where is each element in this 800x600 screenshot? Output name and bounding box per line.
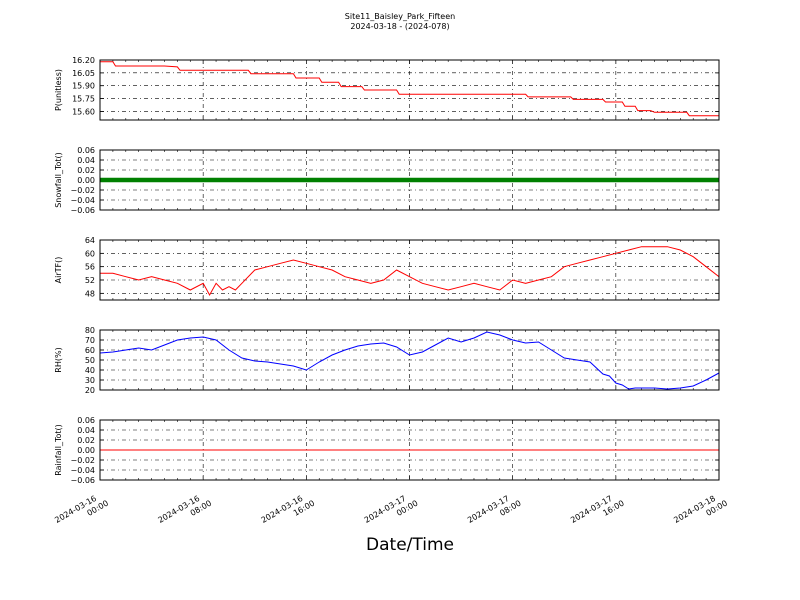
panel-2: 0.060.040.020.00−0.02−0.04−0.06 Snowfall_… (54, 146, 720, 215)
data-series-line (100, 61, 719, 117)
y-tick-label: 20 (85, 386, 95, 395)
y-tick-label: 56 (85, 263, 95, 272)
y-axis-label: RH(%) (54, 347, 63, 372)
y-tick-label: 15.60 (72, 107, 95, 116)
data-series-line (100, 331, 719, 390)
y-tick-label: −0.04 (70, 466, 95, 475)
x-tick-label: 2024-03-1708:00 (466, 490, 523, 534)
y-tick-label: 0.04 (77, 426, 95, 435)
chart-title-line2: 2024-03-18 - (2024-078) (350, 22, 449, 31)
x-tick-label: 2024-03-1700:00 (363, 490, 420, 534)
x-tick-label: 2024-03-1800:00 (672, 490, 729, 534)
y-tick-label: 0.00 (77, 176, 95, 185)
plot-frame (99, 419, 720, 481)
y-tick-label: −0.06 (70, 206, 95, 215)
y-tick-label: 0.06 (77, 416, 95, 425)
y-tick-label: −0.02 (70, 186, 95, 195)
y-tick-label: 80 (85, 326, 95, 335)
y-tick-label: 52 (85, 276, 95, 285)
y-tick-label: −0.06 (70, 476, 95, 485)
y-tick-label: 30 (85, 376, 95, 385)
y-axis-label: AirTF() (54, 257, 63, 284)
panels: 16.20 16.05 15.90 15.75 15.60 P(unitless) 0.06… (54, 56, 720, 485)
y-axis-label: Snowfall_Tot() (54, 152, 63, 208)
plot-frame (99, 59, 720, 121)
y-tick-label: 70 (85, 336, 95, 345)
y-tick-label: 48 (85, 289, 95, 298)
x-tick-label: 2024-03-1616:00 (260, 490, 317, 534)
y-tick-label: 60 (85, 346, 95, 355)
y-tick-label: 0.04 (77, 156, 95, 165)
y-tick-label: 16.05 (72, 69, 95, 78)
y-tick-label: 50 (85, 356, 95, 365)
x-tick-label: 2024-03-1608:00 (156, 490, 213, 534)
y-tick-label: 15.75 (72, 95, 95, 104)
y-tick-label: 64 (85, 236, 95, 245)
plot-frame (99, 239, 720, 301)
y-tick-label: 0.00 (77, 446, 95, 455)
plot-frame (99, 329, 720, 391)
y-tick-label: −0.02 (70, 456, 95, 465)
y-tick-label: 16.20 (72, 56, 95, 65)
y-axis-label: Rainfall_Tot() (54, 424, 63, 476)
x-tick-label: 2024-03-1600:00 (53, 490, 110, 534)
y-tick-label: 15.90 (72, 82, 95, 91)
x-tick-labels: 2024-03-1600:00 2024-03-1608:00 2024-03-16… (53, 490, 729, 534)
y-tick-label: 0.02 (77, 436, 95, 445)
y-tick-label: 60 (85, 249, 95, 258)
panel-5: 0.060.040.020.00−0.02−0.04−0.06 Rainfall_… (54, 416, 720, 485)
y-axis-label: P(unitless) (54, 69, 63, 111)
y-tick-label: 0.06 (77, 146, 95, 155)
panel-3: 64 60 56 52 48 AirTF() (54, 236, 720, 301)
data-series-line (100, 246, 719, 297)
x-tick-label: 2024-03-1716:00 (569, 490, 626, 534)
y-tick-label: 0.02 (77, 166, 95, 175)
y-tick-label: 40 (85, 366, 95, 375)
chart-title-line1: Site11_Baisley_Park_Fifteen (345, 12, 455, 21)
x-axis-label: Date/Time (366, 535, 454, 555)
y-tick-label: −0.04 (70, 196, 95, 205)
plot-frame (99, 149, 720, 211)
panel-1: 16.20 16.05 15.90 15.75 15.60 P(unitless) (54, 56, 720, 121)
